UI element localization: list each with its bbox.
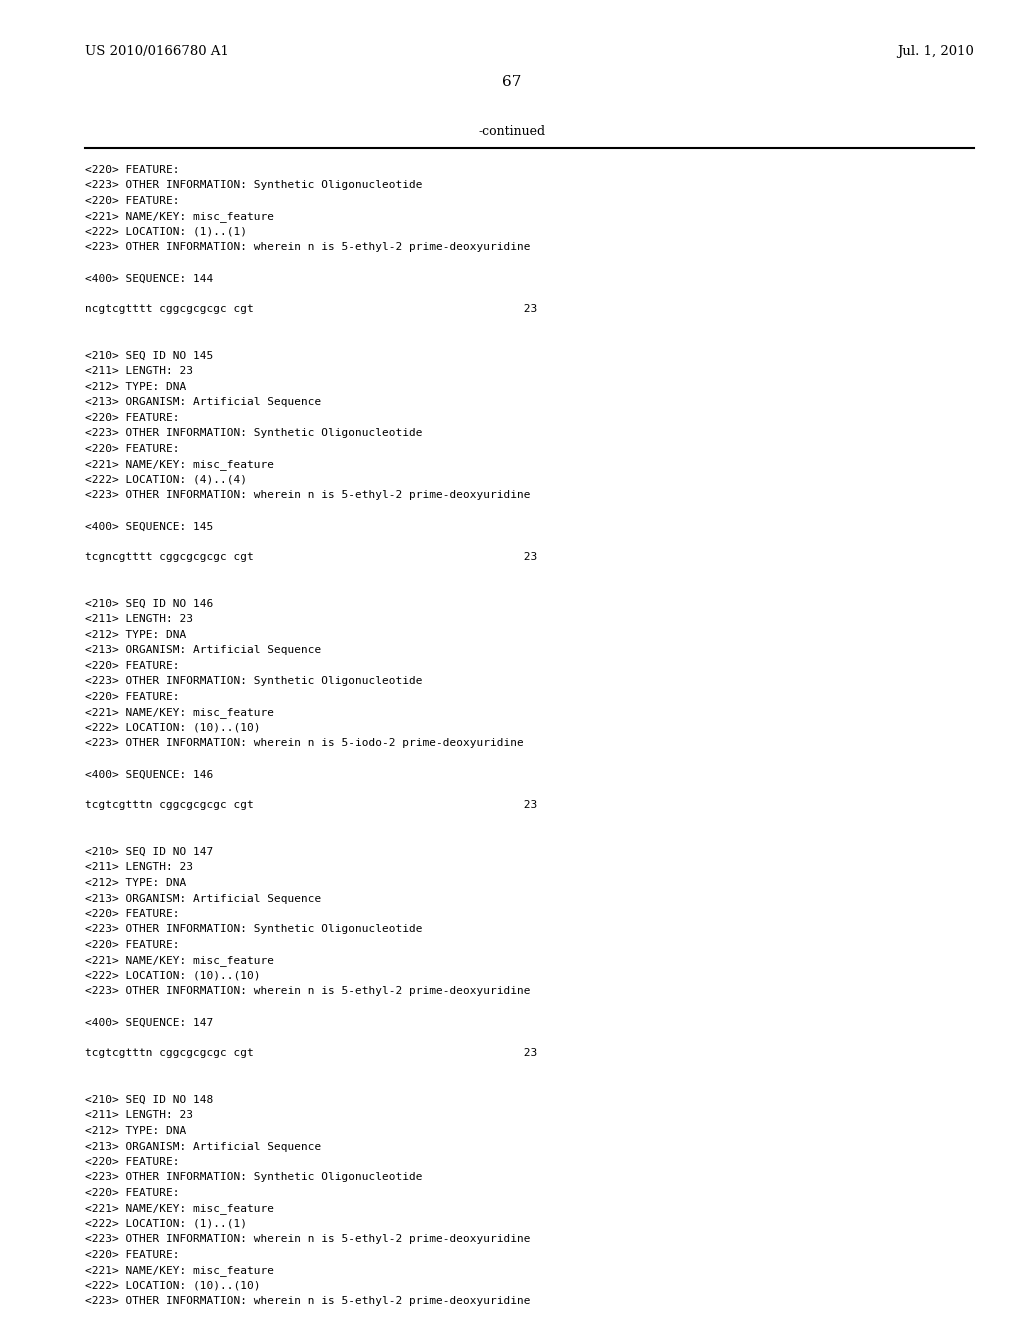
Text: <210> SEQ ID NO 146: <210> SEQ ID NO 146: [85, 599, 213, 609]
Text: <211> LENGTH: 23: <211> LENGTH: 23: [85, 1110, 193, 1121]
Text: <222> LOCATION: (10)..(10): <222> LOCATION: (10)..(10): [85, 1280, 260, 1291]
Text: <223> OTHER INFORMATION: wherein n is 5-ethyl-2 prime-deoxyuridine: <223> OTHER INFORMATION: wherein n is 5-…: [85, 243, 530, 252]
Text: <211> LENGTH: 23: <211> LENGTH: 23: [85, 862, 193, 873]
Text: -continued: -continued: [478, 125, 546, 139]
Text: <211> LENGTH: 23: <211> LENGTH: 23: [85, 367, 193, 376]
Text: <213> ORGANISM: Artificial Sequence: <213> ORGANISM: Artificial Sequence: [85, 645, 322, 656]
Text: <400> SEQUENCE: 146: <400> SEQUENCE: 146: [85, 770, 213, 780]
Text: <221> NAME/KEY: misc_feature: <221> NAME/KEY: misc_feature: [85, 1266, 274, 1276]
Text: <220> FEATURE:: <220> FEATURE:: [85, 661, 179, 671]
Text: <223> OTHER INFORMATION: wherein n is 5-ethyl-2 prime-deoxyuridine: <223> OTHER INFORMATION: wherein n is 5-…: [85, 1296, 530, 1307]
Text: <221> NAME/KEY: misc_feature: <221> NAME/KEY: misc_feature: [85, 956, 274, 966]
Text: <221> NAME/KEY: misc_feature: <221> NAME/KEY: misc_feature: [85, 1204, 274, 1214]
Text: Jul. 1, 2010: Jul. 1, 2010: [897, 45, 974, 58]
Text: <223> OTHER INFORMATION: Synthetic Oligonucleotide: <223> OTHER INFORMATION: Synthetic Oligo…: [85, 181, 423, 190]
Text: <223> OTHER INFORMATION: wherein n is 5-ethyl-2 prime-deoxyuridine: <223> OTHER INFORMATION: wherein n is 5-…: [85, 491, 530, 500]
Text: <223> OTHER INFORMATION: wherein n is 5-iodo-2 prime-deoxyuridine: <223> OTHER INFORMATION: wherein n is 5-…: [85, 738, 523, 748]
Text: <400> SEQUENCE: 145: <400> SEQUENCE: 145: [85, 521, 213, 532]
Text: <210> SEQ ID NO 148: <210> SEQ ID NO 148: [85, 1096, 213, 1105]
Text: ncgtcgtttt cggcgcgcgc cgt                                        23: ncgtcgtttt cggcgcgcgc cgt 23: [85, 305, 538, 314]
Text: <213> ORGANISM: Artificial Sequence: <213> ORGANISM: Artificial Sequence: [85, 397, 322, 408]
Text: tcgncgtttt cggcgcgcgc cgt                                        23: tcgncgtttt cggcgcgcgc cgt 23: [85, 553, 538, 562]
Text: <220> FEATURE:: <220> FEATURE:: [85, 909, 179, 919]
Text: <220> FEATURE:: <220> FEATURE:: [85, 1188, 179, 1199]
Text: <400> SEQUENCE: 147: <400> SEQUENCE: 147: [85, 1018, 213, 1027]
Text: <212> TYPE: DNA: <212> TYPE: DNA: [85, 878, 186, 888]
Text: <400> SEQUENCE: 144: <400> SEQUENCE: 144: [85, 273, 213, 284]
Text: <220> FEATURE:: <220> FEATURE:: [85, 444, 179, 454]
Text: <220> FEATURE:: <220> FEATURE:: [85, 1158, 179, 1167]
Text: 67: 67: [503, 75, 521, 88]
Text: <221> NAME/KEY: misc_feature: <221> NAME/KEY: misc_feature: [85, 459, 274, 470]
Text: <220> FEATURE:: <220> FEATURE:: [85, 413, 179, 422]
Text: tcgtcgtttn cggcgcgcgc cgt                                        23: tcgtcgtttn cggcgcgcgc cgt 23: [85, 800, 538, 810]
Text: <221> NAME/KEY: misc_feature: <221> NAME/KEY: misc_feature: [85, 211, 274, 222]
Text: US 2010/0166780 A1: US 2010/0166780 A1: [85, 45, 229, 58]
Text: tcgtcgtttn cggcgcgcgc cgt                                        23: tcgtcgtttn cggcgcgcgc cgt 23: [85, 1048, 538, 1059]
Text: <220> FEATURE:: <220> FEATURE:: [85, 1250, 179, 1261]
Text: <223> OTHER INFORMATION: wherein n is 5-ethyl-2 prime-deoxyuridine: <223> OTHER INFORMATION: wherein n is 5-…: [85, 986, 530, 997]
Text: <220> FEATURE:: <220> FEATURE:: [85, 940, 179, 950]
Text: <213> ORGANISM: Artificial Sequence: <213> ORGANISM: Artificial Sequence: [85, 1142, 322, 1151]
Text: <210> SEQ ID NO 145: <210> SEQ ID NO 145: [85, 351, 213, 360]
Text: <220> FEATURE:: <220> FEATURE:: [85, 165, 179, 176]
Text: <223> OTHER INFORMATION: Synthetic Oligonucleotide: <223> OTHER INFORMATION: Synthetic Oligo…: [85, 676, 423, 686]
Text: <220> FEATURE:: <220> FEATURE:: [85, 692, 179, 702]
Text: <223> OTHER INFORMATION: wherein n is 5-ethyl-2 prime-deoxyuridine: <223> OTHER INFORMATION: wherein n is 5-…: [85, 1234, 530, 1245]
Text: <222> LOCATION: (1)..(1): <222> LOCATION: (1)..(1): [85, 1218, 247, 1229]
Text: <212> TYPE: DNA: <212> TYPE: DNA: [85, 1126, 186, 1137]
Text: <222> LOCATION: (1)..(1): <222> LOCATION: (1)..(1): [85, 227, 247, 238]
Text: <211> LENGTH: 23: <211> LENGTH: 23: [85, 615, 193, 624]
Text: <222> LOCATION: (4)..(4): <222> LOCATION: (4)..(4): [85, 475, 247, 484]
Text: <222> LOCATION: (10)..(10): <222> LOCATION: (10)..(10): [85, 972, 260, 981]
Text: <210> SEQ ID NO 147: <210> SEQ ID NO 147: [85, 847, 213, 857]
Text: <212> TYPE: DNA: <212> TYPE: DNA: [85, 630, 186, 640]
Text: <221> NAME/KEY: misc_feature: <221> NAME/KEY: misc_feature: [85, 708, 274, 718]
Text: <223> OTHER INFORMATION: Synthetic Oligonucleotide: <223> OTHER INFORMATION: Synthetic Oligo…: [85, 429, 423, 438]
Text: <213> ORGANISM: Artificial Sequence: <213> ORGANISM: Artificial Sequence: [85, 894, 322, 903]
Text: <223> OTHER INFORMATION: Synthetic Oligonucleotide: <223> OTHER INFORMATION: Synthetic Oligo…: [85, 1172, 423, 1183]
Text: <220> FEATURE:: <220> FEATURE:: [85, 195, 179, 206]
Text: <212> TYPE: DNA: <212> TYPE: DNA: [85, 381, 186, 392]
Text: <222> LOCATION: (10)..(10): <222> LOCATION: (10)..(10): [85, 723, 260, 733]
Text: <223> OTHER INFORMATION: Synthetic Oligonucleotide: <223> OTHER INFORMATION: Synthetic Oligo…: [85, 924, 423, 935]
